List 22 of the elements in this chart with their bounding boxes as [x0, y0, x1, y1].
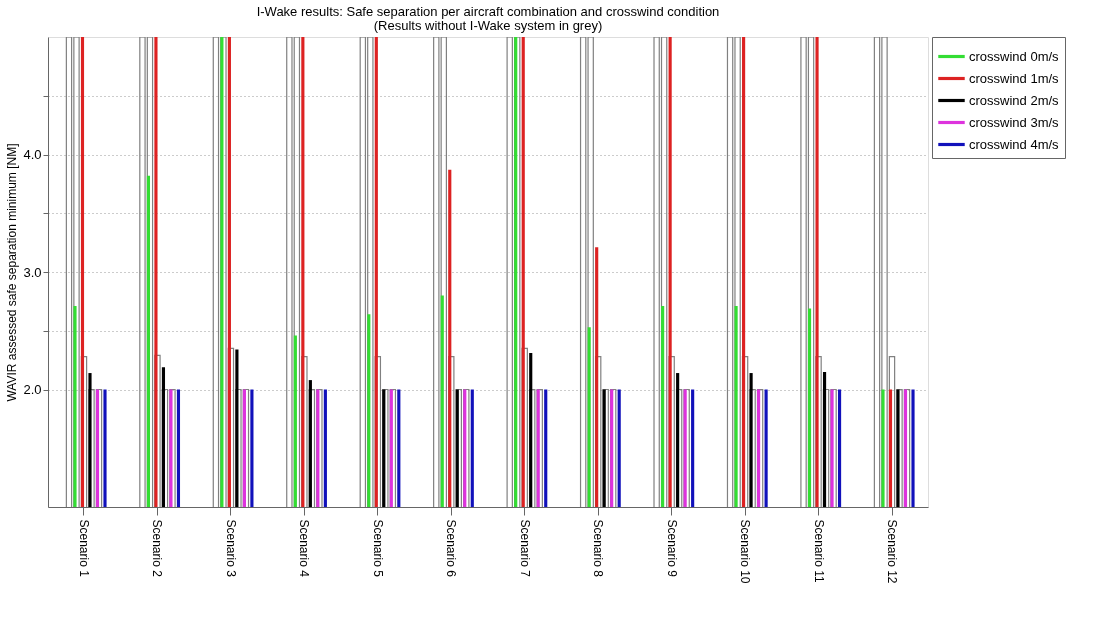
x-tick-label: Scenario 2 — [150, 519, 165, 578]
x-tick-label: Scenario 3 — [223, 519, 238, 578]
x-tick-label: Scenario 12 — [885, 519, 900, 584]
legend-label: crosswind 4m/s — [969, 136, 1060, 152]
x-tick-label: Scenario 8 — [591, 519, 606, 578]
x-tick-label: Scenario 10 — [738, 519, 753, 584]
x-tick-label: Scenario 1 — [76, 519, 91, 578]
y-tick-label: 3.0 — [23, 264, 42, 280]
x-tick-label: Scenario 9 — [664, 519, 679, 578]
y-tick-label: 4.0 — [23, 147, 42, 162]
legend-label: crosswind 0m/s — [969, 48, 1060, 64]
chart-title: I-Wake results: Safe separation per aircraft combination and crosswind condition — [256, 3, 720, 19]
x-tick-label: Scenario 5 — [370, 519, 385, 578]
x-tick-label: Scenario 6 — [444, 519, 459, 578]
legend-label: crosswind 3m/s — [969, 114, 1060, 130]
x-tick-label: Scenario 7 — [517, 519, 532, 578]
y-axis-title: WAVIR assessed safe separation minimum [NM] — [5, 143, 20, 402]
x-tick-label: Scenario 11 — [811, 519, 826, 583]
x-tick-label: Scenario 4 — [297, 519, 312, 578]
legend-label: crosswind 1m/s — [969, 70, 1060, 86]
y-tick-label: 2.0 — [23, 382, 42, 397]
legend-label: crosswind 2m/s — [969, 92, 1060, 108]
